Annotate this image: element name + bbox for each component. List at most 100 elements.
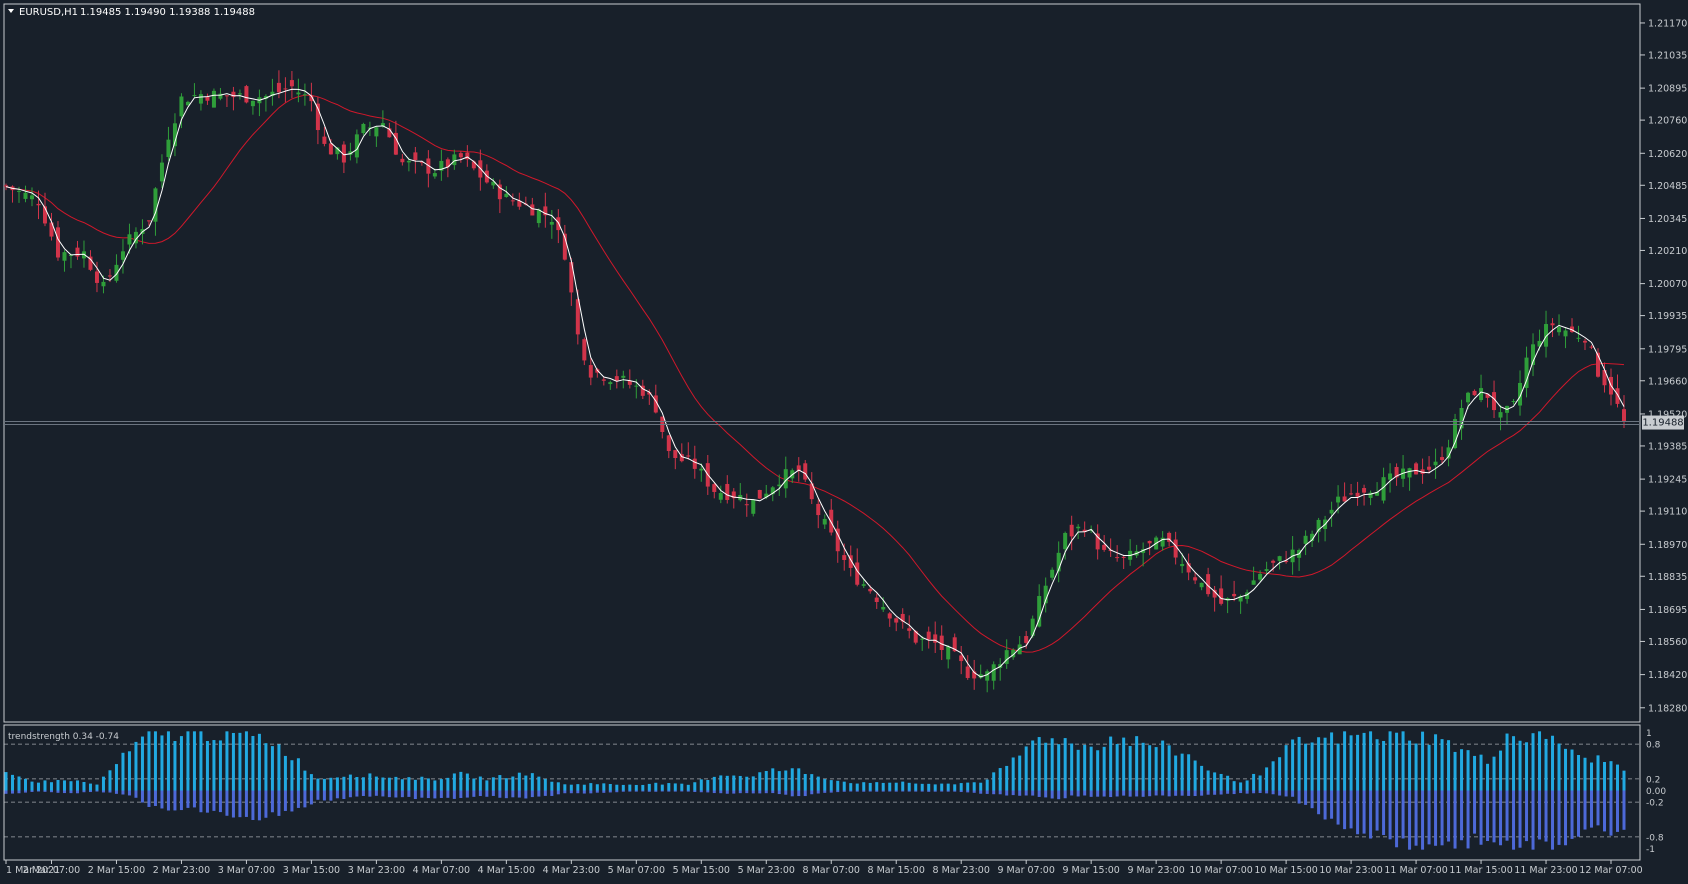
trendstrength-positive-bar xyxy=(1226,775,1230,791)
trendstrength-positive-bar xyxy=(927,783,931,791)
trendstrength-positive-bar xyxy=(1336,743,1340,791)
candle-body xyxy=(1537,340,1542,347)
indicator-label: trendstrength 0.34 -0.74 xyxy=(8,732,119,742)
trendstrength-negative-bar xyxy=(30,790,34,792)
trendstrength-negative-bar xyxy=(1161,790,1165,796)
fast-moving-average xyxy=(5,88,1625,678)
trendstrength-negative-bar xyxy=(114,790,118,794)
price-axis: 1.21170 1.21035 1.20895 1.20760 1.20620 1.204… xyxy=(1640,18,1687,714)
trendstrength-positive-bar xyxy=(751,776,755,791)
price-tick-label: 1.20345 xyxy=(1648,214,1687,225)
trendstrength-negative-bar xyxy=(1622,790,1626,830)
time-tick-label: 10 Mar 23:00 xyxy=(1319,865,1382,876)
trendstrength-negative-bar xyxy=(342,790,346,799)
trendstrength-positive-bar xyxy=(1148,745,1152,791)
time-tick-label: 10 Mar 07:00 xyxy=(1189,865,1252,876)
trendstrength-positive-bar xyxy=(816,776,820,791)
trendstrength-positive-bar xyxy=(296,758,300,791)
trendstrength-positive-bar xyxy=(1206,770,1210,791)
trendstrength-positive-bar xyxy=(829,780,833,791)
trendstrength-positive-bar xyxy=(1570,749,1574,791)
candle-body xyxy=(1147,540,1152,544)
candle-body xyxy=(127,234,132,245)
trendstrength-positive-bars xyxy=(4,731,1626,791)
trendstrength-positive-bar xyxy=(439,779,443,791)
price-tick-label: 1.19935 xyxy=(1648,311,1687,322)
trendstrength-negative-bar xyxy=(212,790,216,811)
trendstrength-positive-bar xyxy=(1401,731,1405,791)
trendstrength-positive-bar xyxy=(329,777,333,791)
candle-body xyxy=(1212,589,1217,598)
price-pane[interactable]: 1.21170 1.21035 1.20895 1.20760 1.20620 1.204… xyxy=(3,3,1687,723)
trendstrength-negative-bar xyxy=(1434,790,1438,846)
collapse-triangle-icon[interactable] xyxy=(8,9,14,13)
trendstrength-positive-bar xyxy=(1492,756,1496,791)
trendstrength-negative-bar xyxy=(361,790,365,796)
price-tick-label: 1.19660 xyxy=(1648,376,1687,387)
trendstrength-positive-bar xyxy=(706,780,710,791)
trendstrength-negative-bar xyxy=(511,790,515,798)
candle-body xyxy=(634,385,639,387)
indicator-pane[interactable]: 1 0.8 0.2 0.00 -0.2 -0.8 -1 trendstrength 0.34… xyxy=(3,724,1666,861)
candle-body xyxy=(114,264,119,281)
trendstrength-negative-bar xyxy=(901,790,905,792)
trendstrength-negative-bar xyxy=(1057,790,1061,800)
trendstrength-positive-bar xyxy=(1531,733,1535,791)
trendstrength-negative-bar xyxy=(1408,790,1412,850)
time-tick-label: 3 Mar 23:00 xyxy=(348,865,405,876)
trendstrength-positive-bar xyxy=(888,782,892,791)
candle-body xyxy=(1199,582,1204,588)
trendstrength-negative-bar xyxy=(1310,790,1314,809)
trendstrength-positive-bar xyxy=(160,735,164,791)
trendstrength-positive-bar xyxy=(738,775,742,791)
candle-body xyxy=(309,95,314,102)
trendstrength-negative-bar xyxy=(1453,790,1457,849)
trendstrength-positive-bar xyxy=(1102,746,1106,791)
trendstrength-negative-bar xyxy=(855,790,859,792)
trendstrength-negative-bar xyxy=(1167,790,1171,797)
candle-body xyxy=(101,281,106,287)
candle-body xyxy=(985,671,990,681)
trendstrength-negative-bar xyxy=(933,790,937,792)
candle-body xyxy=(1388,473,1393,480)
trendstrength-positive-bar xyxy=(732,775,736,791)
candle-body xyxy=(1602,369,1607,386)
trendstrength-negative-bar xyxy=(667,790,671,792)
candle-body xyxy=(1615,388,1620,404)
trendstrength-negative-bar xyxy=(1421,790,1425,850)
candle-body xyxy=(1271,560,1276,563)
trendstrength-positive-bar xyxy=(862,782,866,791)
trendstrength-positive-bar xyxy=(894,782,898,791)
time-tick-label: 9 Mar 07:00 xyxy=(997,865,1054,876)
time-tick-label: 3 Mar 15:00 xyxy=(283,865,340,876)
candle-body xyxy=(900,613,905,622)
trendstrength-negative-bar xyxy=(4,790,8,794)
current-price-marker: 1.19488 xyxy=(4,415,1684,430)
trendstrength-negative-bar xyxy=(1603,790,1607,832)
trendstrength-positive-bar xyxy=(322,778,326,791)
candle-body xyxy=(1004,650,1009,664)
candle-body xyxy=(855,562,860,585)
trendstrength-positive-bar xyxy=(1518,740,1522,791)
candle-body xyxy=(1433,461,1438,466)
candle-body xyxy=(166,139,171,158)
trendstrength-negative-bar xyxy=(816,790,820,794)
trendstrength-positive-bar xyxy=(1440,739,1444,791)
candle-body xyxy=(361,123,366,134)
level-label: 1 xyxy=(1646,729,1652,739)
trendstrength-positive-bar xyxy=(1024,746,1028,791)
trendstrength-negative-bar xyxy=(998,790,1002,795)
candle-body xyxy=(1342,496,1347,502)
trendstrength-negative-bar xyxy=(160,790,164,809)
trendstrength-negative-bar xyxy=(758,790,762,794)
trendstrength-negative-bar xyxy=(1427,790,1431,845)
candle-body xyxy=(1472,390,1477,396)
trendstrength-negative-bar xyxy=(771,790,775,794)
trendstrength-positive-bar xyxy=(452,773,456,791)
price-tick-label: 1.18835 xyxy=(1648,572,1687,583)
trendstrength-positive-bar xyxy=(342,776,346,791)
candle-body xyxy=(666,435,671,452)
candle-body xyxy=(1485,393,1490,398)
